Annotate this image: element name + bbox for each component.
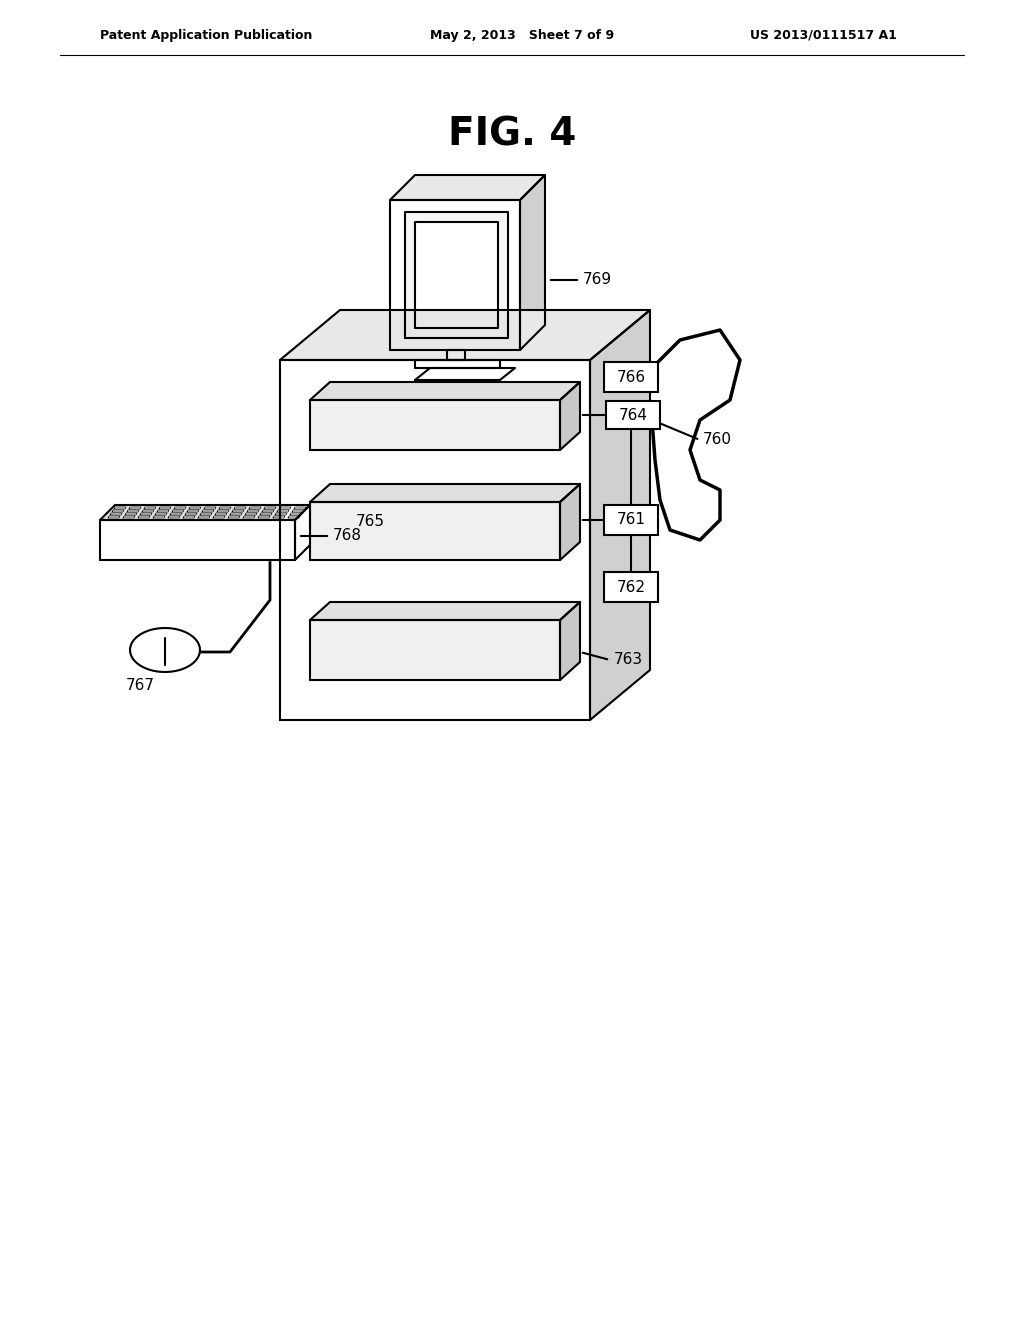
FancyBboxPatch shape [604, 362, 658, 392]
Polygon shape [138, 516, 150, 517]
Polygon shape [230, 513, 242, 515]
Polygon shape [415, 368, 515, 380]
Polygon shape [275, 513, 287, 515]
Polygon shape [142, 510, 154, 512]
Polygon shape [288, 516, 300, 517]
Polygon shape [249, 507, 261, 510]
Polygon shape [310, 502, 560, 560]
Text: US 2013/0111517 A1: US 2013/0111517 A1 [750, 29, 897, 41]
Polygon shape [310, 400, 560, 450]
Text: 761: 761 [616, 512, 645, 528]
Polygon shape [264, 507, 276, 510]
Polygon shape [140, 513, 152, 515]
Polygon shape [260, 513, 272, 515]
Polygon shape [198, 516, 210, 517]
Polygon shape [200, 513, 212, 515]
Polygon shape [108, 516, 120, 517]
Polygon shape [232, 510, 244, 512]
Polygon shape [130, 628, 200, 672]
Polygon shape [234, 507, 246, 510]
Polygon shape [560, 381, 580, 450]
Text: 765: 765 [355, 515, 384, 529]
Polygon shape [100, 506, 310, 520]
Polygon shape [590, 310, 650, 719]
Polygon shape [520, 176, 545, 350]
Text: FIG. 4: FIG. 4 [447, 116, 577, 154]
Polygon shape [310, 602, 580, 620]
Polygon shape [228, 516, 240, 517]
Text: 767: 767 [126, 677, 155, 693]
Polygon shape [187, 510, 199, 512]
Polygon shape [183, 516, 195, 517]
Polygon shape [390, 176, 545, 201]
Polygon shape [185, 513, 197, 515]
Text: 762: 762 [616, 579, 645, 594]
Polygon shape [189, 507, 201, 510]
Polygon shape [273, 516, 285, 517]
Polygon shape [415, 222, 498, 327]
Text: 769: 769 [583, 272, 612, 288]
Polygon shape [310, 484, 580, 502]
Text: 768: 768 [333, 528, 362, 544]
Polygon shape [213, 516, 225, 517]
Polygon shape [295, 506, 310, 560]
FancyBboxPatch shape [604, 572, 658, 602]
Polygon shape [560, 602, 580, 680]
Polygon shape [560, 484, 580, 560]
Polygon shape [215, 513, 227, 515]
Polygon shape [258, 516, 270, 517]
Text: 760: 760 [703, 433, 732, 447]
FancyBboxPatch shape [604, 506, 658, 535]
Polygon shape [390, 201, 520, 350]
Polygon shape [168, 516, 180, 517]
Polygon shape [280, 310, 650, 360]
Polygon shape [247, 510, 259, 512]
Text: Patent Application Publication: Patent Application Publication [100, 29, 312, 41]
Polygon shape [153, 516, 165, 517]
Text: May 2, 2013   Sheet 7 of 9: May 2, 2013 Sheet 7 of 9 [430, 29, 614, 41]
Polygon shape [112, 510, 124, 512]
Polygon shape [279, 507, 291, 510]
Polygon shape [406, 213, 508, 338]
Text: 763: 763 [614, 652, 643, 668]
Polygon shape [204, 507, 216, 510]
Polygon shape [290, 513, 302, 515]
Polygon shape [123, 516, 135, 517]
Polygon shape [280, 360, 590, 719]
Polygon shape [294, 507, 306, 510]
Polygon shape [155, 513, 167, 515]
Polygon shape [447, 350, 465, 360]
Text: 764: 764 [618, 408, 647, 422]
Polygon shape [114, 507, 126, 510]
Polygon shape [110, 513, 122, 515]
Polygon shape [217, 510, 229, 512]
Text: 766: 766 [616, 370, 645, 384]
Polygon shape [219, 507, 231, 510]
Polygon shape [243, 516, 255, 517]
Polygon shape [100, 520, 295, 560]
FancyBboxPatch shape [606, 401, 660, 429]
Polygon shape [310, 381, 580, 400]
Polygon shape [292, 510, 304, 512]
Polygon shape [202, 510, 214, 512]
Polygon shape [157, 510, 169, 512]
Polygon shape [174, 507, 186, 510]
Polygon shape [278, 510, 289, 512]
Polygon shape [144, 507, 156, 510]
Polygon shape [310, 620, 560, 680]
Polygon shape [262, 510, 274, 512]
Polygon shape [170, 513, 182, 515]
Polygon shape [415, 360, 500, 368]
Polygon shape [245, 513, 257, 515]
Polygon shape [125, 513, 137, 515]
Polygon shape [172, 510, 184, 512]
Polygon shape [127, 510, 139, 512]
Polygon shape [159, 507, 171, 510]
Polygon shape [129, 507, 141, 510]
